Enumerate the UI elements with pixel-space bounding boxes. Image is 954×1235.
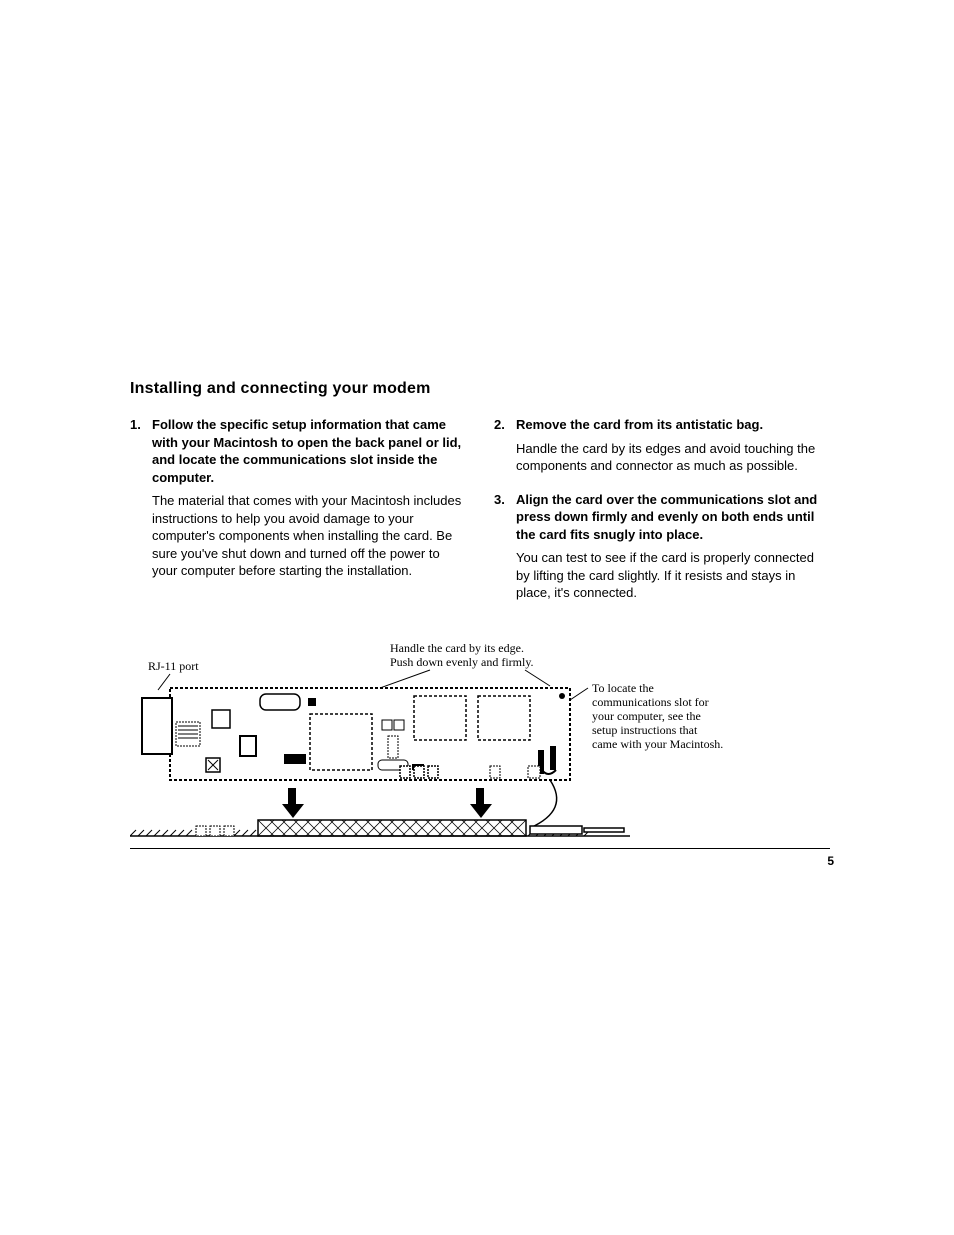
step-number: 1.	[130, 416, 141, 434]
section-heading: Installing and connecting your modem	[130, 380, 830, 398]
step-title: Remove the card from its antistatic bag.	[516, 416, 830, 434]
diagram-label: communications slot for	[592, 695, 709, 709]
diagram-label: RJ-11 port	[148, 659, 199, 673]
step-body: You can test to see if the card is prope…	[516, 549, 830, 602]
arrow-down-icon	[282, 788, 304, 818]
right-column: 2. Remove the card from its antistatic b…	[494, 416, 830, 618]
diagram-label: Handle the card by its edge.	[390, 641, 524, 655]
page-number: 5	[827, 854, 834, 868]
step-body: Handle the card by its edges and avoid t…	[516, 440, 830, 475]
step-number: 2.	[494, 416, 505, 434]
diagram-label: your computer, see the	[592, 709, 701, 723]
step-item: 1. Follow the specific setup information…	[130, 416, 466, 580]
diagram-label: To locate the	[592, 681, 654, 695]
diagram-label: setup instructions that	[592, 723, 698, 737]
body-content: Installing and connecting your modem 1. …	[130, 380, 830, 618]
arrow-down-icon	[470, 788, 492, 818]
two-column-layout: 1. Follow the specific setup information…	[130, 416, 830, 618]
diagram-label: Push down evenly and firmly.	[390, 655, 534, 669]
steps-list-right: 2. Remove the card from its antistatic b…	[494, 416, 830, 602]
step-number: 3.	[494, 491, 505, 509]
steps-list-left: 1. Follow the specific setup information…	[130, 416, 466, 580]
footer-rule	[130, 848, 830, 849]
step-title: Align the card over the communications s…	[516, 491, 830, 544]
comm-slot-icon	[258, 820, 526, 836]
chip-icon	[478, 696, 530, 740]
step-item: 3. Align the card over the communication…	[494, 491, 830, 602]
chip-icon	[414, 696, 466, 740]
rj11-port-icon	[142, 698, 172, 754]
left-column: 1. Follow the specific setup information…	[130, 416, 466, 618]
installation-diagram: Handle the card by its edge. Push down e…	[130, 640, 830, 845]
chip-icon	[310, 714, 372, 770]
step-item: 2. Remove the card from its antistatic b…	[494, 416, 830, 475]
step-body: The material that comes with your Macint…	[152, 492, 466, 580]
diagram-label: came with your Macintosh.	[592, 737, 723, 751]
step-title: Follow the specific setup information th…	[152, 416, 466, 486]
document-page: Installing and connecting your modem 1. …	[0, 0, 954, 1235]
